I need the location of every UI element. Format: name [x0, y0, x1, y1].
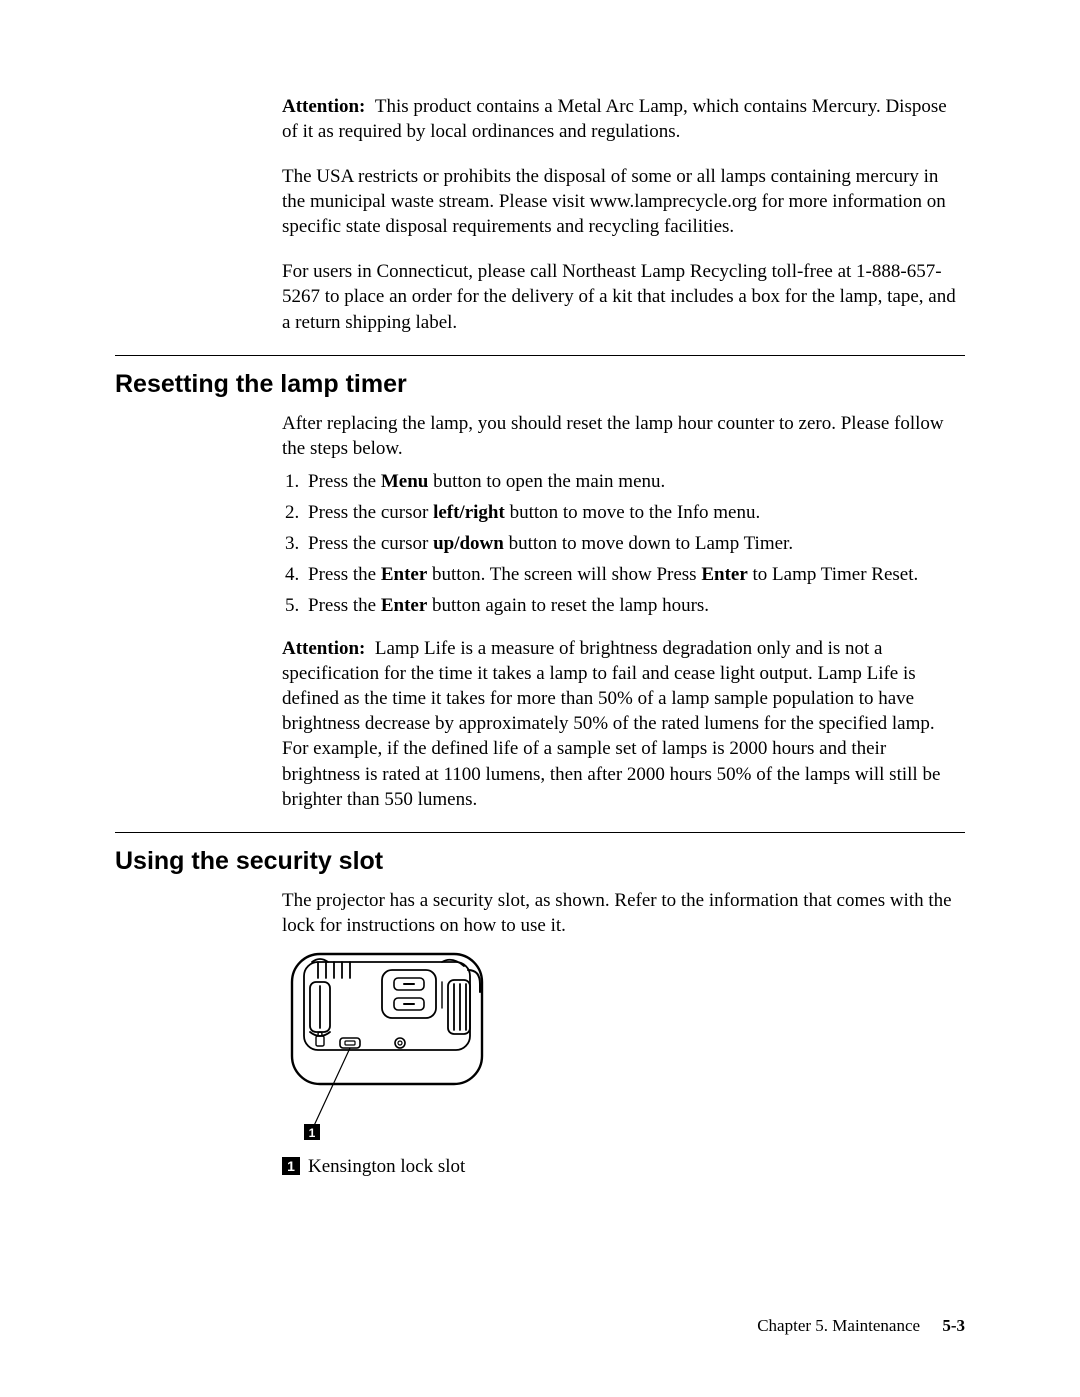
attention-label-2: Attention:	[282, 638, 365, 659]
attention-para-2: Attention: Lamp Life is a measure of bri…	[282, 636, 965, 812]
usa-para: The USA restricts or prohibits the dispo…	[282, 164, 965, 239]
callout-legend: 1 Kensington lock slot	[282, 1154, 965, 1179]
section2-intro: The projector has a security slot, as sh…	[282, 888, 965, 938]
callout-label-1: Kensington lock slot	[308, 1154, 465, 1179]
step-4: Press the Enter button. The screen will …	[304, 562, 965, 587]
attention-text-2: Lamp Life is a measure of brightness deg…	[282, 638, 940, 809]
page: Attention: This product contains a Metal…	[0, 0, 1080, 1397]
ct-para: For users in Connecticut, please call No…	[282, 259, 965, 334]
intro-block: Attention: This product contains a Metal…	[282, 94, 965, 335]
rule-2	[115, 832, 965, 833]
page-footer: Chapter 5. Maintenance 5-3	[757, 1315, 965, 1337]
section1-title: Resetting the lamp timer	[115, 368, 965, 401]
section-security-slot: Using the security slot The projector ha…	[115, 845, 965, 1179]
callout-box-1: 1	[282, 1157, 300, 1175]
rule-1	[115, 355, 965, 356]
step-3: Press the cursor up/down button to move …	[304, 531, 965, 556]
section2-title: Using the security slot	[115, 845, 965, 878]
footer-page: 5-3	[942, 1316, 965, 1335]
steps-list: Press the Menu button to open the main m…	[282, 469, 965, 618]
diagram-callout-num: 1	[309, 1126, 316, 1140]
section2-body: The projector has a security slot, as sh…	[282, 888, 965, 1179]
attention-text-1: This product contains a Metal Arc Lamp, …	[282, 96, 947, 142]
step-5: Press the Enter button again to reset th…	[304, 593, 965, 618]
section-reset-lamp-timer: Resetting the lamp timer After replacing…	[115, 368, 965, 812]
step-2: Press the cursor left/right button to mo…	[304, 500, 965, 525]
projector-svg: 1	[282, 948, 492, 1148]
section1-intro: After replacing the lamp, you should res…	[282, 411, 965, 461]
attention-para-1: Attention: This product contains a Metal…	[282, 94, 965, 144]
step-1: Press the Menu button to open the main m…	[304, 469, 965, 494]
section1-body: After replacing the lamp, you should res…	[282, 411, 965, 812]
footer-chapter: Chapter 5. Maintenance	[757, 1316, 920, 1335]
attention-label-1: Attention:	[282, 96, 365, 117]
projector-diagram: 1	[282, 948, 965, 1148]
